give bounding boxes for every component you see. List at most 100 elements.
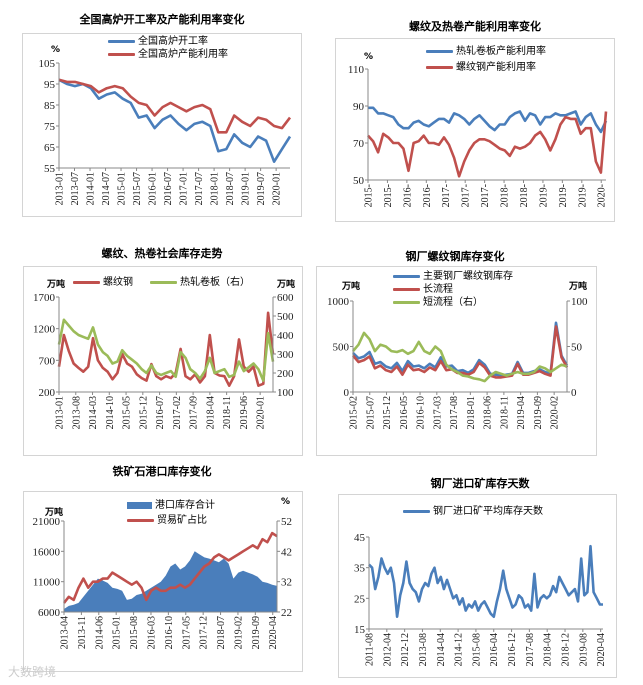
y-tick-label-right: 200	[277, 368, 294, 380]
x-tick-label: 2019-	[538, 184, 549, 207]
y-tick-label-right: 22	[281, 607, 292, 619]
x-tick-label: 2016-	[422, 184, 433, 207]
y-tick-label-right: 32	[281, 577, 292, 589]
left-axis-unit: 万吨	[342, 282, 361, 292]
legend-swatch	[108, 39, 135, 43]
x-tick-label: 2016-10	[164, 616, 175, 649]
legend-swatch	[426, 65, 453, 69]
x-tick-label: 2017-03	[432, 396, 443, 429]
legend-item: 螺纹钢产能利用率	[426, 62, 536, 74]
y-tick-label: 65	[44, 142, 56, 154]
x-tick-label: 2020-04	[596, 633, 607, 666]
chart-title: 钢厂进口矿库存天数	[430, 477, 530, 490]
left-axis-unit: 万吨	[47, 280, 66, 290]
x-tick-label: 2012-12	[400, 633, 411, 666]
y-tick-label: 700	[39, 355, 56, 367]
x-tick-label: 2020-	[597, 184, 608, 207]
left-axis-unit: %	[364, 52, 374, 62]
x-tick-label: 2015-08	[129, 616, 140, 649]
x-tick-label: 2013-08	[71, 396, 82, 429]
y-tick-label: 55	[44, 163, 56, 175]
x-tick-label: 2018-	[500, 184, 511, 207]
chart-title: 全国高炉开工率及产能利用率变化	[79, 13, 245, 26]
x-tick-label: 2015-	[383, 184, 394, 207]
watermark: 大数跨境	[8, 665, 57, 679]
x-tick-label: 2019-09	[251, 616, 262, 649]
legend-label: 螺纹钢产能利用率	[456, 62, 536, 73]
left-axis-unit: %	[51, 45, 61, 55]
x-tick-label: 2017-02	[172, 396, 183, 429]
x-tick-label: 2017-07	[194, 172, 205, 205]
legend-item: 长流程	[393, 284, 453, 296]
legend-item: 热轧卷板产能利用率	[426, 46, 546, 58]
x-tick-label: 2019-09	[533, 396, 544, 429]
chart-title: 螺纹及热卷产能利用率变化	[409, 20, 541, 33]
x-tick-label: 2015-08	[471, 633, 482, 666]
line-series	[367, 111, 608, 178]
legend-label: 港口库存合计	[155, 500, 215, 511]
x-tick-label: 2018-07	[225, 172, 236, 205]
line-series	[368, 544, 603, 619]
x-tick-label: 2018-11	[499, 396, 510, 429]
legend-item: 钢厂进口矿平均库存天数	[403, 506, 543, 518]
y-tick-label: 15	[354, 624, 366, 636]
x-tick-label: 2013-08	[418, 633, 429, 666]
x-tick-label: 2013-01	[55, 396, 66, 429]
chart-title: 螺纹、热卷社会库存走势	[101, 247, 223, 260]
line-series	[58, 78, 292, 134]
y-tick-label-right: 100	[277, 387, 294, 399]
x-tick-label: 2019-06	[239, 396, 250, 429]
x-tick-label: 2016-12	[507, 633, 518, 666]
x-tick-label: 2018-06	[483, 396, 494, 429]
x-tick-label: 2014-06	[94, 616, 105, 649]
x-tick-label: 2019-08	[578, 633, 589, 666]
y-tick-label: 21000	[33, 516, 61, 528]
x-tick-label: 2016-10	[416, 396, 427, 429]
y-tick-label: 85	[44, 100, 56, 112]
legend-item: 港口库存合计	[127, 500, 215, 512]
x-tick-label: 2019-	[558, 184, 569, 207]
legend-swatch	[150, 280, 177, 284]
x-tick-label: 2014-07	[101, 172, 112, 205]
legend-label: 全国高炉开工率	[138, 36, 208, 47]
legend-item: 短流程（右）	[393, 297, 483, 309]
legend-item: 主要钢厂螺纹钢库存	[393, 271, 513, 283]
x-tick-label: 2020-02	[550, 396, 561, 429]
x-tick-label: 2017-	[441, 184, 452, 207]
chart-panel-6	[338, 494, 617, 678]
right-axis-unit: 万吨	[569, 282, 588, 292]
x-tick-label: 2018-01	[210, 172, 221, 205]
legend-swatch	[127, 518, 154, 522]
legend-label: 全国高炉产能利用率	[138, 49, 228, 60]
y-tick-label: 16000	[33, 546, 61, 558]
x-tick-label: 2015-12	[382, 396, 393, 429]
x-tick-label: 2016-05	[399, 396, 410, 429]
x-tick-label: 2017-12	[199, 616, 210, 649]
y-tick-label: 35	[354, 563, 366, 575]
x-tick-label: 2017-01	[179, 172, 190, 205]
x-tick-label: 2018-07	[216, 616, 227, 649]
x-tick-label: 2019-04	[516, 396, 527, 429]
x-tick-label: 2016-07	[155, 396, 166, 429]
legend-label: 贸易矿占比	[157, 515, 207, 526]
x-tick-label: 2016-04	[489, 633, 500, 666]
x-tick-label: 2013-04	[60, 616, 71, 649]
legend-label: 热轧卷板产能利用率	[456, 46, 546, 57]
y-tick-label: 25	[354, 593, 366, 605]
y-tick-label: 105	[39, 58, 56, 70]
x-tick-label: 2015-05	[122, 396, 133, 429]
chart-panel-5	[23, 491, 303, 672]
y-tick-label: 1700	[33, 292, 56, 304]
x-tick-label: 2018-04	[543, 633, 554, 666]
y-tick-label-right: 50	[571, 342, 583, 354]
x-tick-label: 2014-04	[436, 633, 447, 666]
legend-label: 热轧卷板（右）	[180, 277, 250, 288]
legend-item: 全国高炉开工率	[108, 36, 208, 48]
legend-label: 主要钢厂螺纹钢库存	[423, 271, 513, 282]
legend-swatch	[393, 287, 420, 291]
x-tick-label: 2020-04	[268, 616, 279, 649]
x-tick-label: 2012-04	[382, 633, 393, 666]
line-series	[62, 531, 278, 604]
x-tick-label: 2015-07	[365, 396, 376, 429]
y-tick-label: 95	[44, 79, 56, 91]
